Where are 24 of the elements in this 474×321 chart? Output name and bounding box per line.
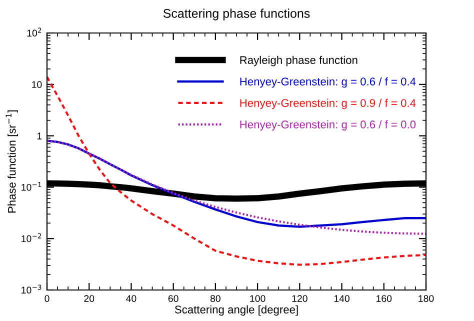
line-series [47, 76, 426, 266]
y-tick-label: 1 [37, 132, 42, 140]
x-tick-label: 120 [292, 295, 308, 302]
y-axis-title: Phase function [sr$^{−1}$] [6, 110, 18, 213]
y-tick-label: 10 [32, 81, 42, 88]
x-tick-label: 60 [168, 295, 178, 302]
x-tick-label: 180 [418, 295, 434, 302]
y-tick-label: 10$^{2}$ [27, 28, 42, 37]
legend-label: Henyey-Greenstein: g = 0.6 / f = 0.4 [240, 77, 416, 88]
x-tick-label: 140 [334, 295, 350, 302]
x-tick-label: 100 [250, 295, 266, 302]
chart-title: Scattering phase functions [163, 8, 310, 20]
x-axis-title: Scattering angle [degree] [174, 305, 298, 316]
y-tick-label: 10$^{−1}$ [22, 182, 42, 191]
legend-label: Henyey-Greenstein: g = 0.9 / f = 0.4 [240, 98, 416, 110]
y-tick-label: 10$^{−2}$ [22, 233, 42, 242]
legend-label: Henyey-Greenstein: g = 0.6 / f = 0.0 [240, 120, 416, 131]
x-tick-label: 40 [126, 295, 136, 302]
x-tick-label: 80 [210, 295, 220, 302]
x-tick-label: 0 [44, 295, 50, 302]
legend-label: Rayleigh phase function [240, 56, 358, 66]
x-tick-label: 160 [376, 295, 392, 302]
x-tick-label: 20 [84, 295, 94, 302]
y-tick-label: 10$^{−3}$ [22, 284, 42, 294]
